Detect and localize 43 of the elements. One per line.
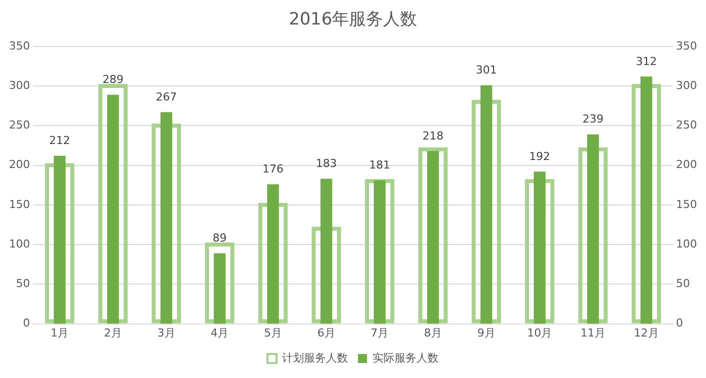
y-tick-label: 50: [16, 277, 30, 290]
x-tick-label: 6月: [317, 326, 336, 340]
y2-tick-label: 150: [676, 198, 698, 211]
y-tick-label: 0: [22, 316, 30, 330]
data-label: 181: [369, 158, 390, 172]
data-label: 183: [316, 157, 337, 170]
y2-tick-label: 50: [676, 277, 690, 290]
y-tick-label: 150: [8, 198, 30, 211]
y2-tick-label: 300: [676, 78, 698, 92]
data-label: 89: [212, 232, 227, 245]
data-label: 192: [529, 150, 550, 163]
y2-tick-label: 200: [676, 158, 698, 172]
x-tick-label: 7月: [370, 326, 389, 340]
data-label: 312: [636, 54, 657, 68]
x-tick-label: 2月: [104, 326, 122, 340]
y2-tick-label: 250: [676, 118, 698, 132]
x-tick-label: 5月: [264, 326, 282, 340]
y2-tick-label: 100: [676, 237, 698, 250]
data-label: 239: [582, 112, 604, 126]
y-tick-label: 350: [8, 39, 30, 52]
x-tick-label: 12月: [634, 326, 659, 340]
chart-title: 2016年服务人数: [288, 10, 418, 30]
x-tick-label: 10月: [527, 326, 552, 340]
x-tick-label: 9月: [477, 326, 496, 340]
x-tick-label: 8月: [424, 326, 442, 340]
data-label: 218: [422, 129, 444, 142]
y-tick-label: 250: [8, 118, 30, 132]
y-tick-label: 300: [8, 78, 30, 92]
data-label: 176: [262, 162, 284, 176]
data-label: 289: [102, 73, 124, 86]
y2-tick-label: 350: [676, 39, 698, 52]
x-tick-label: 1月: [50, 326, 69, 340]
x-tick-label: 3月: [157, 326, 176, 340]
x-tick-label: 4月: [210, 326, 229, 340]
legend-label: 实际服务人数: [372, 351, 438, 364]
legend-label: 计划服务人数: [282, 351, 348, 364]
y-tick-label: 200: [8, 158, 30, 172]
y2-tick-label: 0: [676, 316, 684, 330]
data-label: 212: [49, 134, 70, 148]
data-label: 301: [476, 64, 497, 77]
y-tick-label: 100: [8, 237, 30, 250]
data-label: 267: [156, 90, 177, 104]
x-tick-label: 11月: [580, 326, 606, 340]
